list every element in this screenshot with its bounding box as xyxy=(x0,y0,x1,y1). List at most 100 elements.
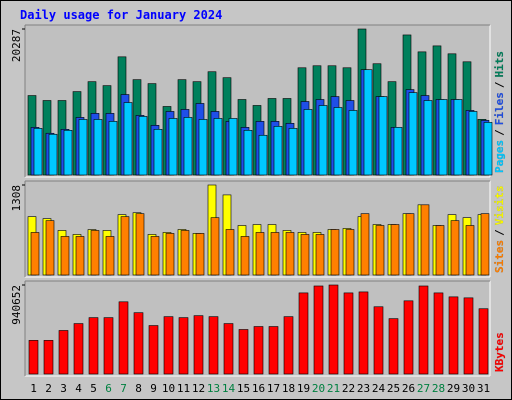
bar xyxy=(328,284,339,375)
bar xyxy=(168,118,178,176)
bar xyxy=(375,225,385,276)
bar xyxy=(138,116,148,176)
bar xyxy=(453,99,463,176)
bar xyxy=(313,285,324,375)
bar xyxy=(435,225,445,276)
y-tick-label: 1308 xyxy=(10,185,23,212)
legend-entry: Hits xyxy=(493,51,506,78)
bar xyxy=(348,110,358,176)
bar xyxy=(420,204,430,276)
x-tick-label: 20 xyxy=(312,382,325,395)
bar xyxy=(118,301,129,375)
legend-entry: Sites xyxy=(493,240,506,273)
x-tick-label: 18 xyxy=(282,382,295,395)
bar xyxy=(390,224,400,276)
x-tick-label: 31 xyxy=(477,382,490,395)
bar xyxy=(450,220,460,276)
bar xyxy=(45,220,55,276)
bar xyxy=(373,306,384,375)
bar xyxy=(363,69,373,176)
x-tick-label: 16 xyxy=(252,382,265,395)
bar xyxy=(315,234,325,276)
x-tick-label: 30 xyxy=(462,382,475,395)
x-tick-label: 11 xyxy=(177,382,190,395)
bar xyxy=(243,130,253,176)
bar xyxy=(423,100,433,176)
bar xyxy=(48,133,58,176)
x-tick-label: 14 xyxy=(222,382,236,395)
bar xyxy=(288,128,298,176)
bar xyxy=(148,325,159,375)
bar xyxy=(123,102,133,176)
bar xyxy=(63,130,73,176)
x-tick-label: 1 xyxy=(30,382,37,395)
bar xyxy=(180,230,190,276)
bar xyxy=(330,229,340,276)
bar xyxy=(58,330,69,375)
bar xyxy=(258,134,268,176)
bar xyxy=(223,323,234,375)
bar xyxy=(253,326,264,375)
bar xyxy=(90,230,100,276)
x-tick-label: 23 xyxy=(357,382,370,395)
bar xyxy=(300,234,310,276)
bar xyxy=(303,109,313,176)
bar xyxy=(75,236,85,276)
x-tick-label: 17 xyxy=(267,382,280,395)
bar xyxy=(438,99,448,176)
x-tick-label: 13 xyxy=(207,382,220,395)
bar xyxy=(88,317,99,375)
legend: Pages / Files / Hits xyxy=(493,51,506,173)
x-tick-label: 22 xyxy=(342,382,355,395)
bar xyxy=(318,105,328,176)
bar xyxy=(150,236,160,276)
bar xyxy=(210,217,220,276)
x-tick-label: 3 xyxy=(60,382,67,395)
bar xyxy=(463,297,474,375)
bar xyxy=(28,340,39,375)
bar xyxy=(178,317,189,375)
x-tick-label: 27 xyxy=(417,382,430,395)
x-tick-label: 9 xyxy=(150,382,157,395)
bar xyxy=(93,119,103,176)
bar xyxy=(285,232,295,276)
bar xyxy=(195,233,205,276)
x-tick-label: 15 xyxy=(237,382,250,395)
bar xyxy=(213,118,223,176)
bar xyxy=(255,232,265,276)
bar xyxy=(108,121,118,176)
legend-separator: / xyxy=(493,129,506,136)
x-tick-label: 6 xyxy=(105,382,112,395)
bar xyxy=(448,296,459,375)
x-tick-label: 2 xyxy=(45,382,52,395)
bar xyxy=(298,292,309,375)
bar xyxy=(358,291,369,375)
legend-separator: / xyxy=(493,81,506,88)
bar xyxy=(163,316,174,375)
legend: KBytes xyxy=(493,332,506,372)
bar xyxy=(238,329,249,375)
bar xyxy=(73,323,84,375)
bar xyxy=(405,213,415,276)
bar xyxy=(30,232,40,276)
bar xyxy=(153,129,163,176)
bar xyxy=(270,232,280,276)
x-tick-label: 25 xyxy=(387,382,400,395)
y-tick-label: 20287 xyxy=(10,29,23,62)
bar xyxy=(393,127,403,176)
bar xyxy=(240,236,250,276)
legend-entry: Pages xyxy=(493,140,506,173)
bar xyxy=(468,111,478,176)
bar xyxy=(208,316,219,375)
legend-entry: Files xyxy=(493,92,506,125)
bar xyxy=(198,119,208,176)
bar xyxy=(133,312,144,375)
x-tick-label: 24 xyxy=(372,382,386,395)
bar xyxy=(273,126,283,176)
legend: Sites / Visits xyxy=(493,186,506,274)
bar xyxy=(165,233,175,276)
bar xyxy=(433,292,444,375)
chart-title: Daily usage for January 2024 xyxy=(20,8,222,22)
